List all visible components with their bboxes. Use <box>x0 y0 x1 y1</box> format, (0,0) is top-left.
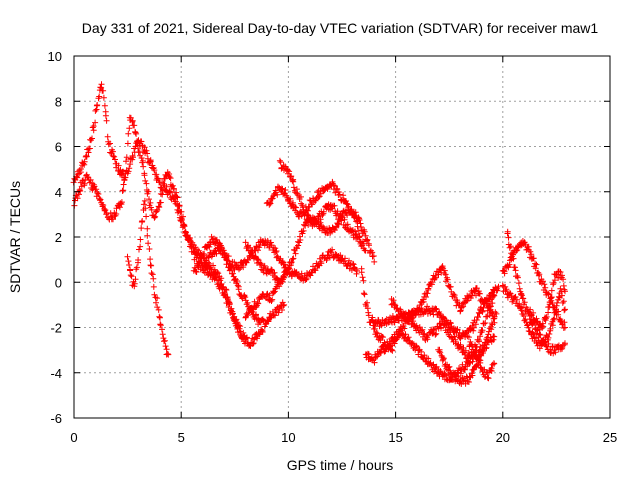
x-tick-label: 15 <box>388 430 402 445</box>
plus-markers <box>242 273 288 321</box>
series-track-i <box>263 178 365 250</box>
plus-markers <box>525 268 568 333</box>
plus-markers <box>465 334 498 382</box>
y-tick-label: 10 <box>48 49 62 64</box>
y-tick-label: 0 <box>55 275 62 290</box>
plus-markers <box>388 263 498 324</box>
y-axis-label: SDTVAR / TECUs <box>7 181 23 293</box>
x-tick-label: 5 <box>178 430 185 445</box>
plus-markers <box>362 326 498 384</box>
plus-markers <box>276 157 369 254</box>
plus-markers <box>263 178 365 250</box>
x-tick-label: 0 <box>70 430 77 445</box>
series-track-k <box>362 326 498 384</box>
y-tick-label: 4 <box>55 185 62 200</box>
series-track-m <box>388 263 498 324</box>
plus-markers <box>504 228 568 357</box>
series-track-r <box>504 228 568 357</box>
axis-ticks: 0 5 10 15 20 25 -6 -4 -2 0 2 4 6 8 10 <box>48 49 618 445</box>
y-tick-label: 2 <box>55 230 62 245</box>
data-points <box>70 81 568 387</box>
y-tick-label: -4 <box>50 366 62 381</box>
x-axis-label: GPS time / hours <box>287 457 394 473</box>
plus-markers <box>124 197 172 358</box>
series-track-h <box>276 157 369 254</box>
x-tick-label: 25 <box>603 430 617 445</box>
grid-lines <box>74 56 610 418</box>
series-track-o <box>465 334 498 382</box>
series-track-c <box>124 197 172 358</box>
x-tick-label: 10 <box>281 430 295 445</box>
chart-title: Day 331 of 2021, Sidereal Day-to-day VTE… <box>82 20 599 36</box>
series-track-l <box>370 291 498 362</box>
y-tick-label: 6 <box>55 140 62 155</box>
series-track-e <box>199 236 360 284</box>
x-tick-label: 20 <box>496 430 510 445</box>
y-tick-label: 8 <box>55 94 62 109</box>
series-track-n <box>435 309 500 387</box>
plus-markers <box>199 236 360 284</box>
y-tick-label: -2 <box>50 321 62 336</box>
plus-markers <box>370 291 498 362</box>
plus-markers <box>435 309 500 387</box>
series-track-s <box>525 268 568 333</box>
series-track-g <box>242 273 288 321</box>
y-tick-label: -6 <box>50 411 62 426</box>
